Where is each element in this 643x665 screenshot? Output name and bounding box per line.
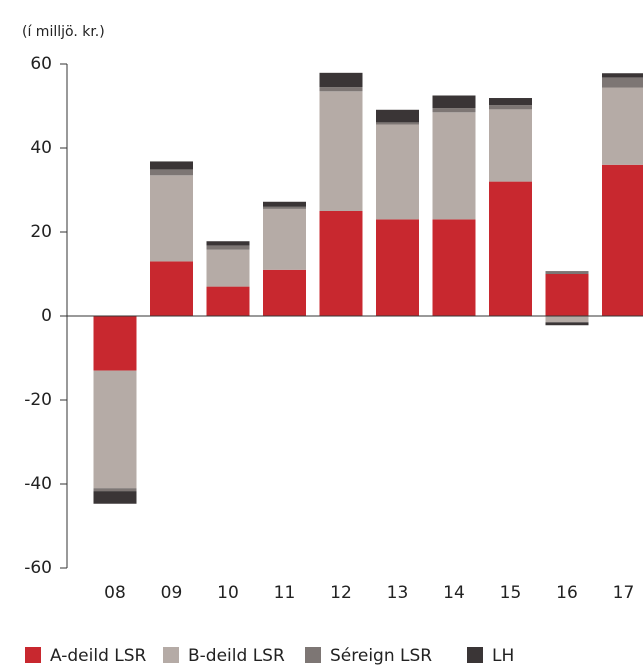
bar-segment [93,370,137,489]
bar-segment [545,322,589,326]
bar-segment [376,124,419,220]
legend-swatch [305,647,321,663]
bar-segment [263,269,306,316]
bar-segment [432,108,476,113]
legend-swatch [467,647,483,663]
bar-segment [602,87,643,165]
legend-label: Séreign LSR [330,646,432,665]
bar-segment [432,219,476,316]
legend-swatch [25,647,41,663]
bar-segment [432,112,476,220]
bar-segment [602,77,643,88]
bar-segment [489,109,532,182]
legend-label: A-deild LSR [50,646,147,665]
x-tick-label: 11 [274,583,296,603]
bar-segment [150,169,193,176]
bar-segment [319,91,363,211]
bar-segment [263,201,306,207]
bar-segment [150,175,193,262]
bar-segment [93,491,137,504]
x-tick-label: 09 [161,583,183,603]
x-tick-label: 10 [217,583,239,603]
bar-segment [319,72,363,88]
y-tick-label: -40 [24,474,52,494]
legend-swatch [163,647,179,663]
y-tick-label: -20 [24,390,52,410]
bar-segment [319,87,363,92]
bar-segment [150,261,193,316]
bar-segment [376,219,419,316]
bar-segment [602,164,643,316]
x-tick-label: 12 [330,583,352,603]
bar-segment [93,316,137,371]
bar-segment [489,105,532,110]
x-tick-label: 15 [500,583,522,603]
bar-segment [206,286,250,316]
x-tick-label: 17 [613,583,635,603]
bar-segment [545,274,589,316]
bar-segment [432,95,476,109]
bar-segment [376,109,419,123]
y-tick-label: 40 [30,138,52,158]
x-tick-label: 08 [104,583,126,603]
bar-segment [93,488,137,492]
bar-segment [263,206,306,209]
x-tick-label: 14 [443,583,465,603]
bar-segment [150,161,193,170]
legend-label: B-deild LSR [188,646,285,665]
bar-segment [376,122,419,125]
y-tick-label: 0 [41,306,52,326]
legend-label: LH [492,646,514,665]
bar-segment [545,271,589,274]
bar-segment [206,241,250,246]
x-tick-label: 16 [556,583,578,603]
bar-segment [545,316,589,323]
y-tick-label: -60 [24,558,52,578]
bar-segment [489,181,532,316]
x-tick-label: 13 [387,583,409,603]
bar-segment [206,249,250,287]
y-unit-label: (í milljö. kr.) [22,24,105,40]
bar-segment [489,98,532,106]
y-tick-label: 20 [30,222,52,242]
bar-segment [319,211,363,316]
bar-segment [263,208,306,270]
y-tick-label: 60 [30,54,52,74]
bar-segment [206,245,250,250]
bar-segment [602,73,643,78]
